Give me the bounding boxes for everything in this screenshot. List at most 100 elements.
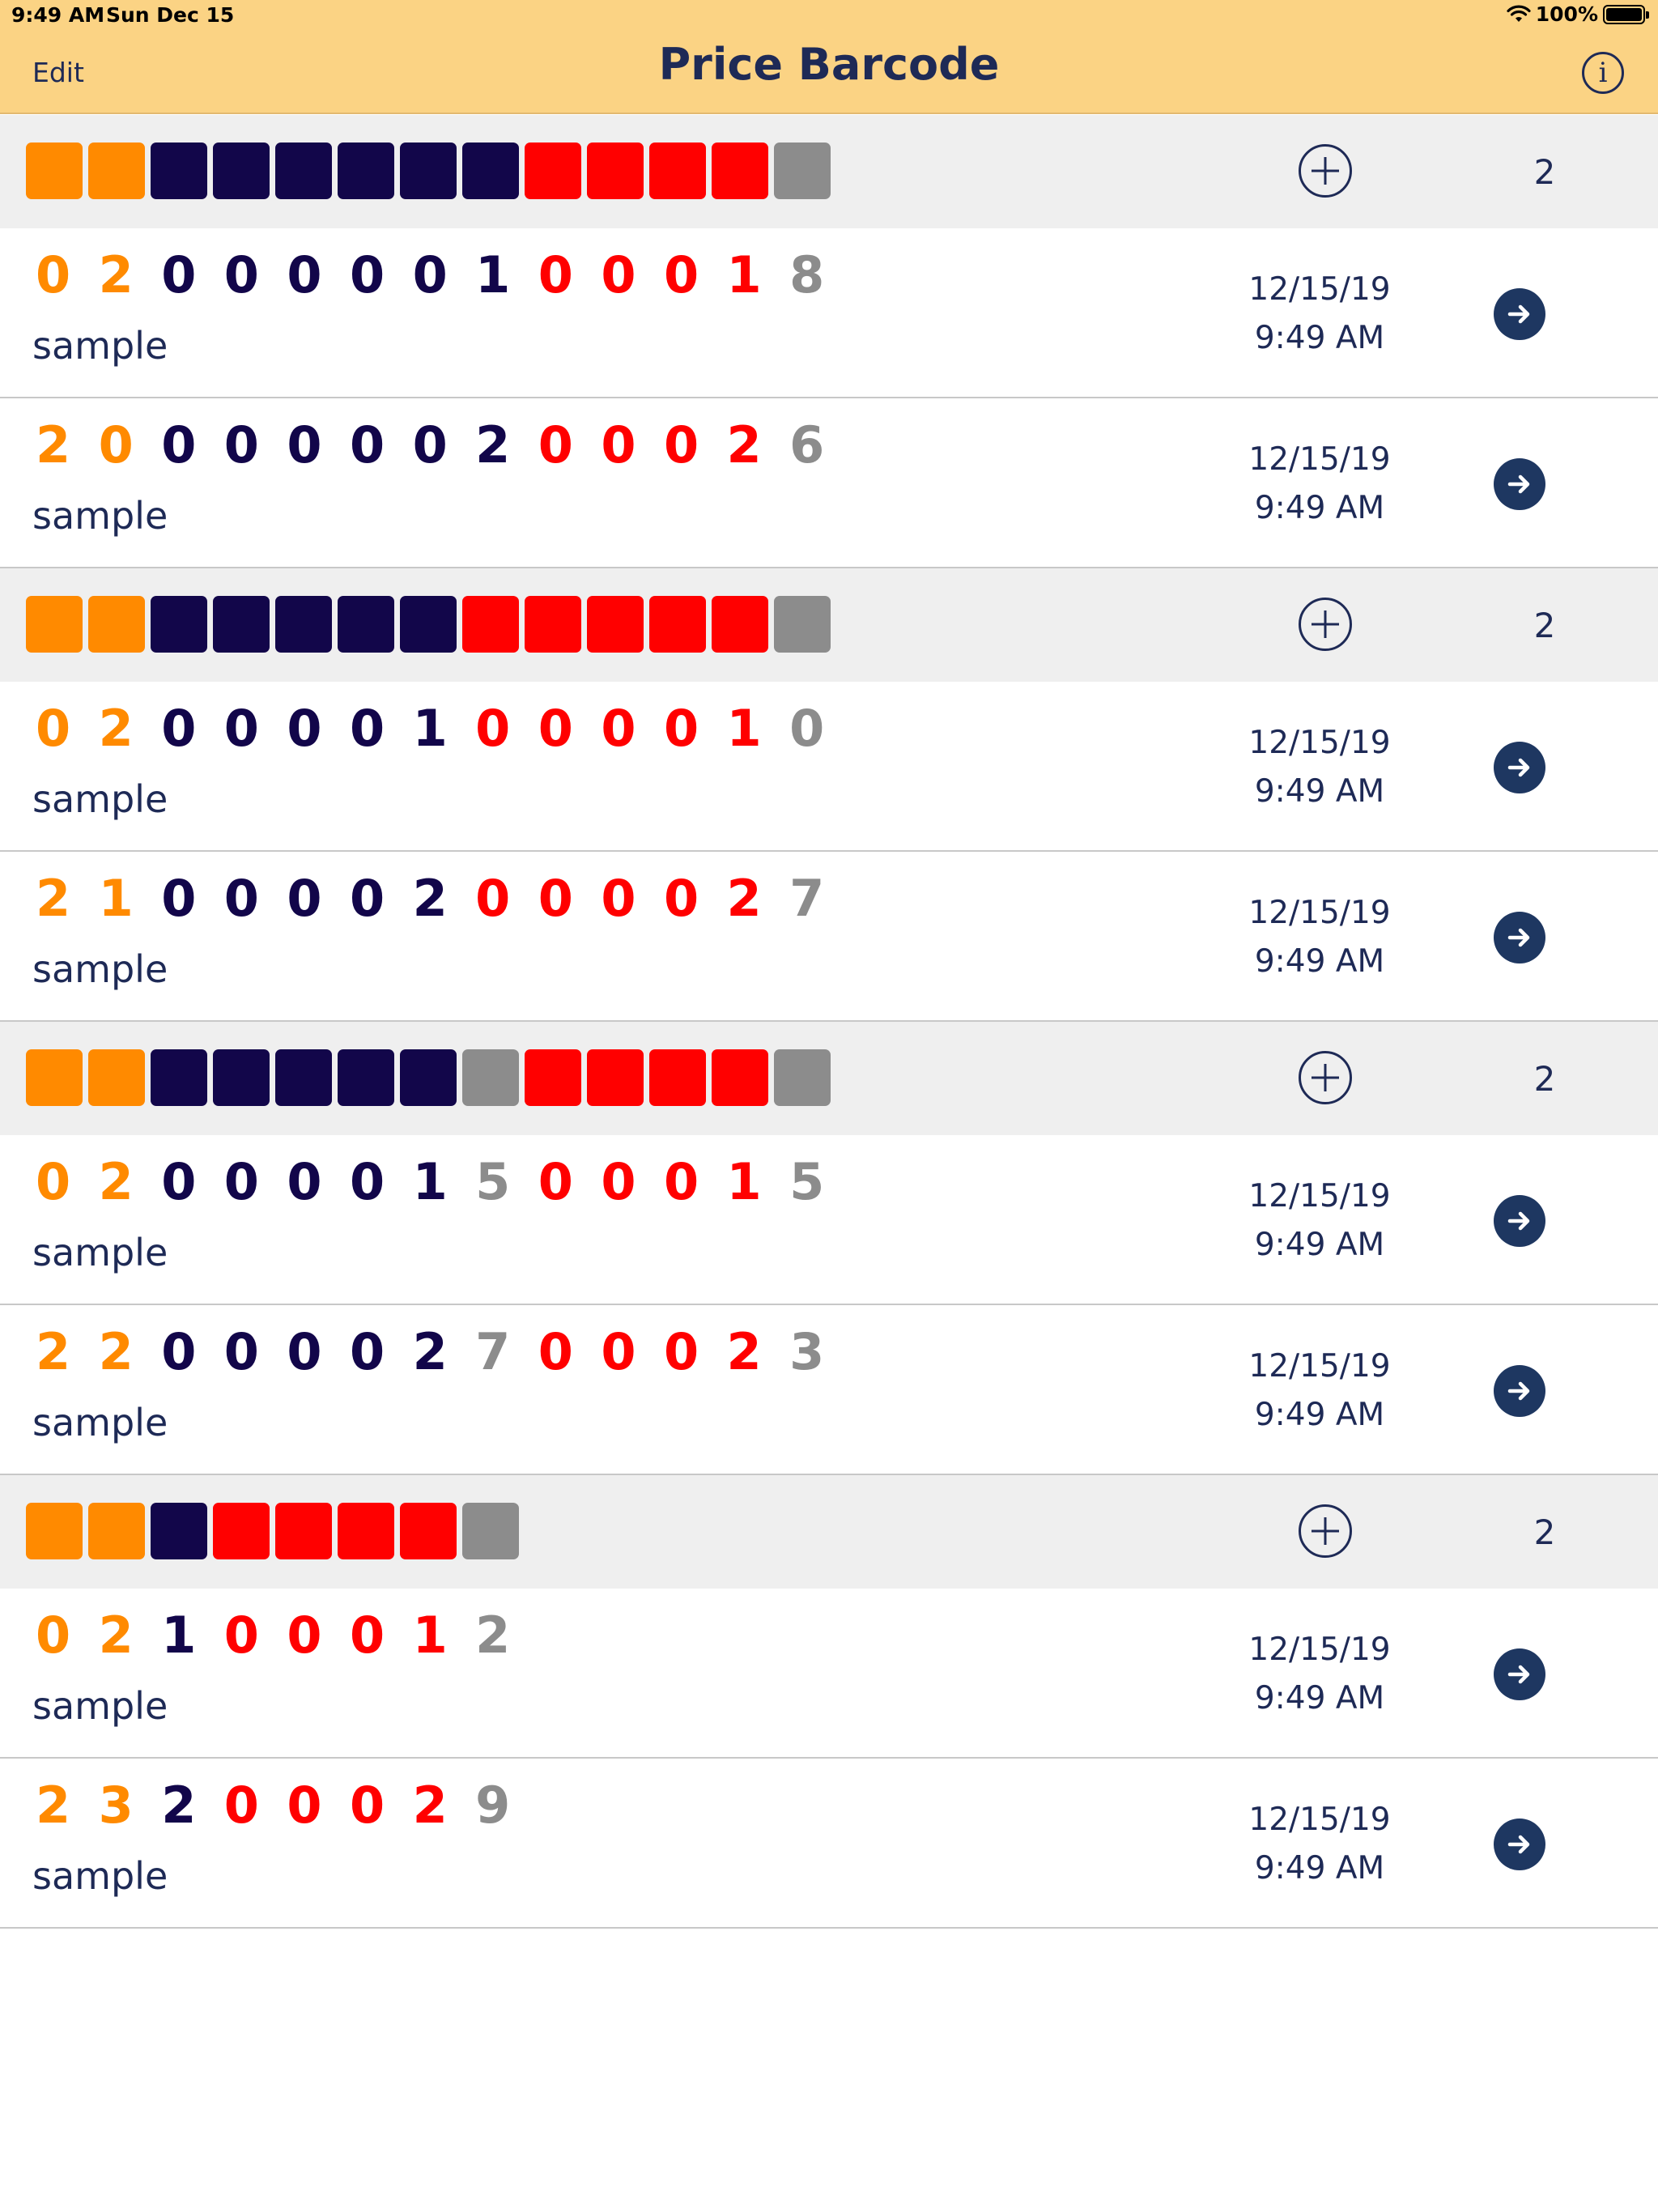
barcode-digit: 0: [36, 1606, 71, 1665]
add-circle-icon[interactable]: [1299, 1504, 1352, 1558]
pattern-swatch: [400, 1049, 457, 1106]
row-time: 9:49 AM: [1254, 320, 1385, 356]
barcode-digit: 0: [601, 869, 636, 928]
row-date: 12/15/19: [1248, 271, 1391, 308]
arrow-right-icon[interactable]: [1494, 1195, 1545, 1247]
barcode-digit: 0: [36, 699, 71, 758]
barcode-digit: 2: [412, 1322, 448, 1381]
arrow-right-icon[interactable]: [1494, 912, 1545, 963]
barcode-digit: 0: [161, 415, 197, 474]
barcode-digit: 1: [726, 245, 762, 304]
row-date: 12/15/19: [1248, 725, 1391, 761]
barcode-row[interactable]: 2 1 0 0 0 0 2 0 0 0 0 2 7 sample 12/15/19 9:49 AM: [0, 852, 1658, 1022]
row-timestamp: 12/15/19 9:49 AM: [1231, 889, 1409, 986]
barcode-digit: 0: [223, 1322, 259, 1381]
barcode-digit: 0: [287, 869, 322, 928]
pattern-swatch: [774, 143, 831, 199]
arrow-right-icon[interactable]: [1494, 1365, 1545, 1417]
barcode-digit: 0: [223, 699, 259, 758]
row-time: 9:49 AM: [1254, 773, 1385, 810]
barcode-row[interactable]: 2 2 0 0 0 0 2 7 0 0 0 2 3 sample 12/15/19 9:49 AM: [0, 1305, 1658, 1475]
pattern-swatch: [26, 1503, 83, 1559]
arrow-right-icon[interactable]: [1494, 742, 1545, 793]
info-icon[interactable]: i: [1582, 52, 1624, 94]
section-count: 2: [1533, 152, 1556, 192]
barcode-row[interactable]: 0 2 1 0 0 0 1 2 sample 12/15/19 9:49 AM: [0, 1589, 1658, 1759]
barcode-digit: 0: [287, 1322, 322, 1381]
barcode-digit: 2: [98, 699, 134, 758]
barcode-digit: 1: [726, 699, 762, 758]
row-label: sample: [32, 1854, 168, 1898]
row-timestamp: 12/15/19 9:49 AM: [1231, 1796, 1409, 1893]
section-header: 2: [0, 115, 1658, 228]
barcode-digit: 0: [663, 415, 699, 474]
arrow-right-icon[interactable]: [1494, 1819, 1545, 1870]
barcode-digit: 2: [412, 869, 448, 928]
barcode-digit: 1: [412, 699, 448, 758]
barcode-digit: 0: [223, 415, 259, 474]
row-time: 9:49 AM: [1254, 1397, 1385, 1433]
pattern-swatch: [213, 143, 270, 199]
status-date: Sun Dec 15: [106, 3, 235, 27]
barcode-digit: 0: [601, 245, 636, 304]
barcode-digit: 0: [663, 699, 699, 758]
row-timestamp: 12/15/19 9:49 AM: [1231, 436, 1409, 533]
barcode-digit: 3: [789, 1322, 825, 1381]
barcode-digit: 0: [412, 415, 448, 474]
pattern-swatch: [213, 596, 270, 653]
barcode-digit: 0: [663, 1322, 699, 1381]
row-label: sample: [32, 1684, 168, 1728]
barcode-digit: 0: [287, 699, 322, 758]
add-circle-icon[interactable]: [1299, 144, 1352, 198]
pattern-swatch: [649, 143, 706, 199]
barcode-digit: 0: [475, 869, 511, 928]
barcode-digit: 0: [223, 869, 259, 928]
section-header: 2: [0, 1022, 1658, 1135]
row-timestamp: 12/15/19 9:49 AM: [1231, 1342, 1409, 1440]
barcode-digit: 0: [161, 1322, 197, 1381]
pattern-swatch: [213, 1503, 270, 1559]
barcode-digit: 0: [349, 699, 385, 758]
barcode-digit: 1: [412, 1606, 448, 1665]
add-circle-icon[interactable]: [1299, 598, 1352, 651]
barcode-digit: 2: [36, 869, 71, 928]
barcode-digit: 1: [98, 869, 134, 928]
row-time: 9:49 AM: [1254, 1680, 1385, 1716]
arrow-right-icon[interactable]: [1494, 458, 1545, 510]
barcode-digit: 0: [601, 1152, 636, 1211]
pattern-swatch: [400, 1503, 457, 1559]
barcode-digit: 0: [538, 245, 573, 304]
color-pattern: [26, 1049, 831, 1106]
pattern-swatch: [587, 143, 644, 199]
pattern-swatch: [525, 143, 581, 199]
barcode-digit: 2: [36, 1322, 71, 1381]
barcode-row[interactable]: 0 2 0 0 0 0 1 5 0 0 0 1 5 sample 12/15/19 9:49 AM: [0, 1135, 1658, 1305]
arrow-right-icon[interactable]: [1494, 1648, 1545, 1700]
row-label: sample: [32, 947, 168, 991]
barcode-digit: 2: [98, 245, 134, 304]
pattern-swatch: [712, 596, 768, 653]
row-label: sample: [32, 324, 168, 368]
barcode-digit: 0: [287, 1776, 322, 1835]
barcode-digit: 2: [475, 1606, 511, 1665]
barcode-row[interactable]: 2 3 2 0 0 0 2 9 sample 12/15/19 9:49 AM: [0, 1759, 1658, 1929]
row-timestamp: 12/15/19 9:49 AM: [1231, 719, 1409, 816]
pattern-swatch: [88, 143, 145, 199]
barcode-digit: 0: [538, 1322, 573, 1381]
edit-button[interactable]: Edit: [32, 57, 84, 88]
status-indicators: 100%: [1507, 2, 1649, 26]
barcode-digit: 0: [223, 1776, 259, 1835]
row-time: 9:49 AM: [1254, 943, 1385, 980]
barcode-row[interactable]: 0 2 0 0 0 0 1 0 0 0 0 1 0 sample 12/15/19 9:49 AM: [0, 682, 1658, 852]
section-header: 2: [0, 1475, 1658, 1589]
arrow-right-icon[interactable]: [1494, 288, 1545, 340]
barcode-row[interactable]: 0 2 0 0 0 0 0 1 0 0 0 1 8 sample 12/15/19 9:49 AM: [0, 228, 1658, 398]
row-timestamp: 12/15/19 9:49 AM: [1231, 1172, 1409, 1270]
barcode-row[interactable]: 2 0 0 0 0 0 0 2 0 0 0 2 6 sample 12/15/19 9:49 AM: [0, 398, 1658, 568]
barcode-digit: 0: [349, 1606, 385, 1665]
row-label: sample: [32, 1231, 168, 1274]
add-circle-icon[interactable]: [1299, 1051, 1352, 1104]
